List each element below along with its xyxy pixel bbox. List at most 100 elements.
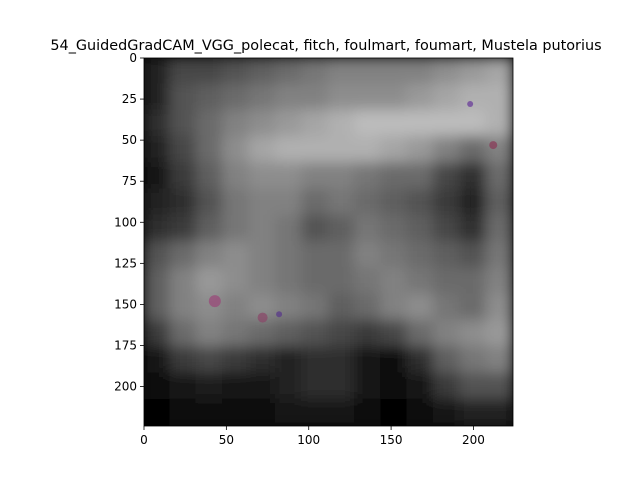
highlight-speck bbox=[489, 141, 498, 150]
heatmap-cell bbox=[274, 188, 304, 217]
heatmap-cell bbox=[432, 214, 462, 243]
heatmap-cell bbox=[353, 398, 383, 426]
heatmap-cell bbox=[459, 58, 488, 86]
heatmap-cell bbox=[380, 135, 409, 165]
heatmap-cell bbox=[195, 135, 225, 165]
heatmap-cell bbox=[485, 346, 513, 375]
heatmap-cell bbox=[195, 241, 225, 270]
heatmap-cell bbox=[195, 109, 225, 138]
heatmap-cell bbox=[274, 241, 304, 270]
heatmap-cell bbox=[459, 214, 488, 243]
heatmap-cell bbox=[406, 319, 435, 349]
heatmap-cell bbox=[301, 241, 330, 270]
heatmap-cell bbox=[406, 398, 435, 426]
highlight-speck bbox=[467, 101, 474, 107]
heatmap-cell bbox=[195, 58, 225, 86]
heatmap-cell bbox=[380, 267, 409, 296]
heatmap-cell bbox=[222, 109, 251, 138]
heatmap-cell bbox=[169, 135, 198, 165]
y-axis: 0 25 50 75 100 125 150 175 200 bbox=[114, 51, 144, 394]
heatmap-cell bbox=[327, 372, 356, 401]
heatmap-cell bbox=[169, 346, 198, 375]
heatmap-cell bbox=[380, 214, 409, 243]
heatmap-cell bbox=[353, 109, 383, 138]
x-tick-label: 100 bbox=[297, 433, 320, 447]
heatmap-cell bbox=[274, 346, 304, 375]
heatmap-cell bbox=[301, 162, 330, 191]
heatmap-cell bbox=[353, 162, 383, 191]
y-tick-label: 150 bbox=[114, 297, 137, 311]
heatmap-cell bbox=[248, 372, 277, 401]
heatmap-cell bbox=[353, 214, 383, 243]
heatmap-cell bbox=[248, 267, 277, 296]
highlight-speck bbox=[208, 295, 221, 308]
heatmap-cell bbox=[327, 135, 356, 165]
heatmap-cell bbox=[195, 398, 225, 426]
x-tick-label: 150 bbox=[380, 433, 403, 447]
heatmap-cell bbox=[222, 214, 251, 243]
heatmap-cell bbox=[144, 83, 172, 112]
heatmap-cell bbox=[406, 267, 435, 296]
heatmap-cell bbox=[144, 58, 172, 86]
heatmap-cell bbox=[459, 372, 488, 401]
heatmap-cell bbox=[327, 83, 356, 112]
heatmap-cell bbox=[195, 162, 225, 191]
heatmap-cell bbox=[169, 83, 198, 112]
heatmap-cell bbox=[144, 398, 172, 426]
heatmap-cell bbox=[248, 135, 277, 165]
heatmap-cell bbox=[144, 267, 172, 296]
heatmap-cell bbox=[432, 109, 462, 138]
heatmap-cell bbox=[353, 188, 383, 217]
heatmap-cell bbox=[432, 188, 462, 217]
heatmap-cell bbox=[169, 398, 198, 426]
heatmap-cell bbox=[301, 83, 330, 112]
heatmap-cell bbox=[406, 214, 435, 243]
heatmap-cell bbox=[380, 241, 409, 270]
heatmap-cell bbox=[432, 83, 462, 112]
x-tick-label: 50 bbox=[219, 433, 234, 447]
heatmap-cell bbox=[169, 372, 198, 401]
heatmap-cell bbox=[195, 267, 225, 296]
heatmap-cell bbox=[222, 293, 251, 322]
heatmap-cell bbox=[432, 293, 462, 322]
heatmap-cell bbox=[406, 58, 435, 86]
heatmap-cell bbox=[274, 109, 304, 138]
heatmap-cell bbox=[274, 58, 304, 86]
heatmap-cell bbox=[485, 214, 513, 243]
heatmap-cell bbox=[380, 398, 409, 426]
heatmap-cell bbox=[353, 319, 383, 349]
heatmap-cell bbox=[144, 162, 172, 191]
heatmap-cell bbox=[459, 319, 488, 349]
heatmap-cell bbox=[353, 293, 383, 322]
heatmap-cell bbox=[301, 58, 330, 86]
heatmap-cell bbox=[301, 293, 330, 322]
heatmap-cell bbox=[301, 188, 330, 217]
heatmap-cell bbox=[195, 346, 225, 375]
heatmap-cell bbox=[459, 346, 488, 375]
heatmap-cell bbox=[406, 188, 435, 217]
heatmap-cell bbox=[248, 109, 277, 138]
heatmap-cell bbox=[222, 372, 251, 401]
heatmap-cell bbox=[169, 241, 198, 270]
heatmap-cell bbox=[144, 214, 172, 243]
y-tick-label: 125 bbox=[114, 256, 137, 270]
heatmap-cell bbox=[248, 319, 277, 349]
heatmap-cell bbox=[274, 267, 304, 296]
heatmap-cell bbox=[459, 293, 488, 322]
heatmap-cell bbox=[301, 346, 330, 375]
heatmap-cell bbox=[222, 241, 251, 270]
heatmap-cell bbox=[274, 135, 304, 165]
heatmap-cell bbox=[222, 267, 251, 296]
heatmap-cell bbox=[459, 398, 488, 426]
heatmap-cell bbox=[485, 372, 513, 401]
heatmap-cell bbox=[432, 346, 462, 375]
heatmap-cell bbox=[301, 214, 330, 243]
heatmap-cell bbox=[169, 109, 198, 138]
y-tick-label: 25 bbox=[122, 92, 137, 106]
heatmap-cell bbox=[274, 372, 304, 401]
heatmap-cell bbox=[459, 241, 488, 270]
heatmap-cell bbox=[432, 58, 462, 86]
heatmap-cell bbox=[248, 83, 277, 112]
heatmap-cell bbox=[301, 372, 330, 401]
heatmap-cell bbox=[380, 293, 409, 322]
